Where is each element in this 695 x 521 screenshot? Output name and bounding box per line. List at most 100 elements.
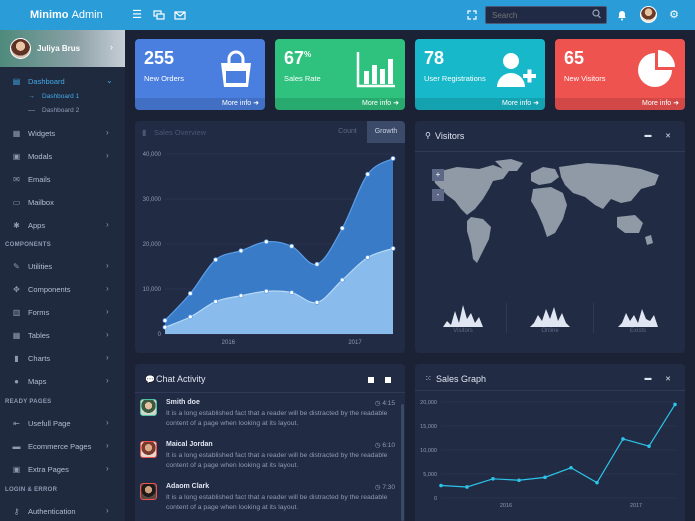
data-point (365, 171, 371, 177)
sidebar-item-extra-pages[interactable]: ▣ Extra Pages › (0, 460, 125, 480)
chevron-right-icon: › (106, 418, 109, 427)
data-point (595, 480, 599, 485)
y-tick-label: 20,000 (143, 242, 162, 248)
avatar[interactable] (140, 483, 157, 500)
widgets-icon: ▦ (12, 129, 21, 138)
gear-icon[interactable]: ⚙ (669, 9, 679, 21)
data-point (162, 318, 168, 323)
sidebar-item-modals[interactable]: ▣ Modals › (0, 147, 125, 167)
sidebar-subitem-dashboard-2[interactable]: — Dashboard 2 (28, 104, 118, 118)
sidebar-item-widgets[interactable]: ▦ Widgets › (0, 124, 125, 144)
avatar[interactable] (140, 399, 157, 416)
user-name[interactable]: Juliya Brus (37, 44, 81, 53)
search-input[interactable] (492, 9, 587, 22)
bell-icon[interactable] (616, 9, 628, 21)
zoom-in-button[interactable]: + (432, 169, 444, 181)
shopping-bag-icon (221, 50, 251, 87)
grid-icon: ⁙ (425, 374, 432, 383)
list-item: Maical Jordan ◷ 6:10 It is a long establ… (140, 441, 395, 483)
sidebar-subitem-dashboard-1[interactable]: → Dashboard 1 (28, 90, 118, 104)
maps-icon: ● (14, 377, 19, 386)
sidebar-item-label: Authentication (28, 507, 76, 516)
sales-graph-panel: ⁙ Sales Graph ▬ ✕ 0 5,000 10,000 15,000 20,0… (415, 364, 685, 521)
sidebar-item-apps[interactable]: ✱ Apps › (0, 216, 125, 236)
data-point (390, 246, 396, 251)
mail-icon[interactable] (174, 9, 186, 21)
visitors-panel: ⚲ Visitors ▬ ✕ + - Visitors Online Exist… (415, 121, 685, 353)
series-line (440, 404, 676, 488)
sidebar-item-dashboard[interactable]: ▤ Dashboard ⌄ (0, 72, 125, 92)
x-tick-label: 2016 (500, 503, 512, 509)
chevron-right-icon[interactable]: › (110, 42, 113, 52)
chat-time: ◷ 7:30 (374, 484, 395, 491)
fullscreen-icon[interactable] (466, 9, 478, 21)
data-point (187, 314, 193, 320)
chevron-right-icon: › (106, 464, 109, 473)
sidebar-subitem-label: Dashboard 1 (42, 93, 80, 100)
sidebar-item-mailbox[interactable]: ▭ Mailbox (0, 193, 125, 213)
more-info-link[interactable]: More info ➜ (415, 98, 545, 110)
sidebar-item-maps[interactable]: ● Maps › (0, 372, 125, 392)
chat-time: ◷ 6:10 (374, 442, 395, 449)
avatar[interactable] (10, 38, 31, 59)
more-info-link[interactable]: More info ➜ (555, 98, 685, 110)
tab-growth[interactable]: Growth (367, 121, 405, 143)
minimize-icon[interactable] (368, 377, 374, 383)
sidebar-item-ecommerce-pages[interactable]: ▬ Ecommerce Pages › (0, 437, 125, 457)
minimize-icon[interactable]: ▬ (644, 132, 652, 139)
stat-value: 67% (284, 48, 312, 68)
visitors-sparkline (443, 305, 483, 327)
data-point (213, 299, 219, 305)
sidebar-item-tables[interactable]: ▦ Tables › (0, 326, 125, 346)
modals-icon: ▣ (12, 152, 21, 161)
sidebar-item-authentication[interactable]: ⚷ Authentication › (0, 502, 125, 521)
x-tick-label: 2017 (348, 340, 362, 346)
pie-chart-icon (638, 50, 675, 87)
search-icon[interactable] (592, 9, 601, 21)
chat-name[interactable]: Adaom Clark (166, 483, 210, 490)
series-line (164, 247, 394, 328)
chat-time: ◷ 4:15 (374, 400, 395, 407)
data-point (187, 291, 193, 296)
x-tick-label: 2017 (630, 503, 642, 509)
sidebar-item-components[interactable]: ✥ Components › (0, 280, 125, 300)
bar-chart-icon: ▮ (142, 128, 147, 137)
close-icon[interactable]: ✕ (665, 376, 671, 383)
chat-name[interactable]: Smith doe (166, 399, 200, 406)
data-point (289, 243, 295, 249)
minimize-icon[interactable]: ▬ (644, 375, 652, 382)
close-icon[interactable]: ✕ (665, 133, 671, 140)
more-info-link[interactable]: More info ➜ (135, 98, 265, 110)
close-icon[interactable] (385, 377, 391, 383)
stat-card-new-orders: 255 New Orders More info ➜ (135, 39, 265, 110)
more-info-link[interactable]: More info ➜ (275, 98, 405, 110)
sidebar-item-label: Components (28, 285, 71, 294)
sidebar-item-usefull-page[interactable]: ⇤ Usefull Page › (0, 414, 125, 434)
data-point (439, 483, 443, 488)
sidebar-item-forms[interactable]: ▥ Forms › (0, 303, 125, 323)
data-point (339, 225, 345, 231)
data-point (314, 300, 320, 305)
brand-logo[interactable]: Minimo Admin (0, 0, 125, 30)
tab-count[interactable]: Count (338, 128, 357, 135)
clock-icon: ◷ (374, 484, 381, 491)
user-avatar-top[interactable] (640, 6, 657, 23)
sidebar-item-charts[interactable]: ▮ Charts › (0, 349, 125, 369)
chat-name[interactable]: Maical Jordan (166, 441, 213, 448)
stat-caption: User Registrations (424, 74, 486, 83)
sidebar-item-utilities[interactable]: ✎ Utilities › (0, 257, 125, 277)
zoom-out-button[interactable]: - (432, 189, 444, 201)
sidebar-item-emails[interactable]: ✉ Emails (0, 170, 125, 190)
chat-icon[interactable] (153, 9, 165, 21)
hamburger-icon[interactable]: ☰ (132, 9, 142, 21)
divider (506, 303, 507, 333)
avatar[interactable] (140, 441, 157, 458)
chat-activity-panel: 💬 Chat Activity Smith doe ◷ 4:15 It is a… (135, 364, 405, 521)
chat-message: It is a long established fact that a rea… (166, 494, 388, 511)
stat-caption: Sales Rate (284, 74, 321, 83)
y-tick-label: 0 (158, 332, 162, 338)
stat-card-sales-rate: 67% Sales Rate More info ➜ (275, 39, 405, 110)
y-tick-label: 5,000 (423, 472, 437, 478)
scrollbar[interactable] (401, 404, 404, 521)
stat-value: 78 (424, 48, 445, 68)
